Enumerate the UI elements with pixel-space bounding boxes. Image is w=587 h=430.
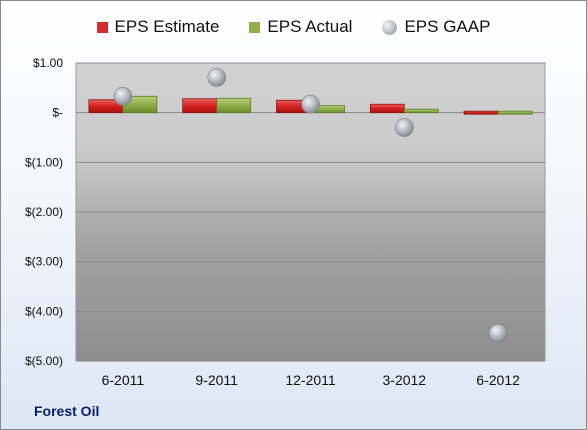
legend-item-eps-actual: EPS Actual [249,17,352,37]
bar-eps-actual [497,110,533,115]
legend-item-eps-gaap: EPS GAAP [382,17,490,37]
legend-label-eps-estimate: EPS Estimate [114,17,220,36]
y-tick-label: $(1.00) [25,155,63,169]
legend-swatch-eps-gaap [382,19,398,35]
y-tick-label: $(3.00) [25,255,63,269]
chart-legend: EPS Estimate EPS Actual EPS GAAP [1,17,586,37]
x-tick-label: 9-2011 [195,372,238,388]
y-tick-label: $- [52,106,63,120]
company-name: Forest Oil [34,403,100,419]
point-eps-gaap [488,323,508,343]
y-tick-label: $(4.00) [25,304,63,318]
y-tick-label: $(5.00) [25,354,63,368]
bar-eps-estimate [182,98,218,114]
bar-eps-estimate [463,110,499,115]
y-tick-label: $(2.00) [25,205,63,219]
x-tick-label: 12-2011 [285,372,336,388]
x-tick-label: 3-2012 [383,372,427,388]
legend-swatch-eps-estimate [96,21,108,33]
bar-eps-actual [216,97,252,114]
legend-label-eps-actual: EPS Actual [267,17,353,36]
point-eps-gaap [301,94,320,114]
x-tick-label: 6-2011 [102,372,145,388]
point-eps-gaap [207,68,226,87]
legend-item-eps-estimate: EPS Estimate [96,17,220,37]
y-tick-label: $1.00 [33,56,63,70]
legend-label-eps-gaap: EPS GAAP [404,17,491,36]
x-tick-label: 6-2012 [476,372,520,388]
point-eps-gaap [394,118,414,137]
point-eps-gaap [113,86,133,106]
legend-swatch-eps-actual [249,21,261,33]
bar-eps-actual [403,108,439,114]
bar-eps-estimate [369,103,405,114]
